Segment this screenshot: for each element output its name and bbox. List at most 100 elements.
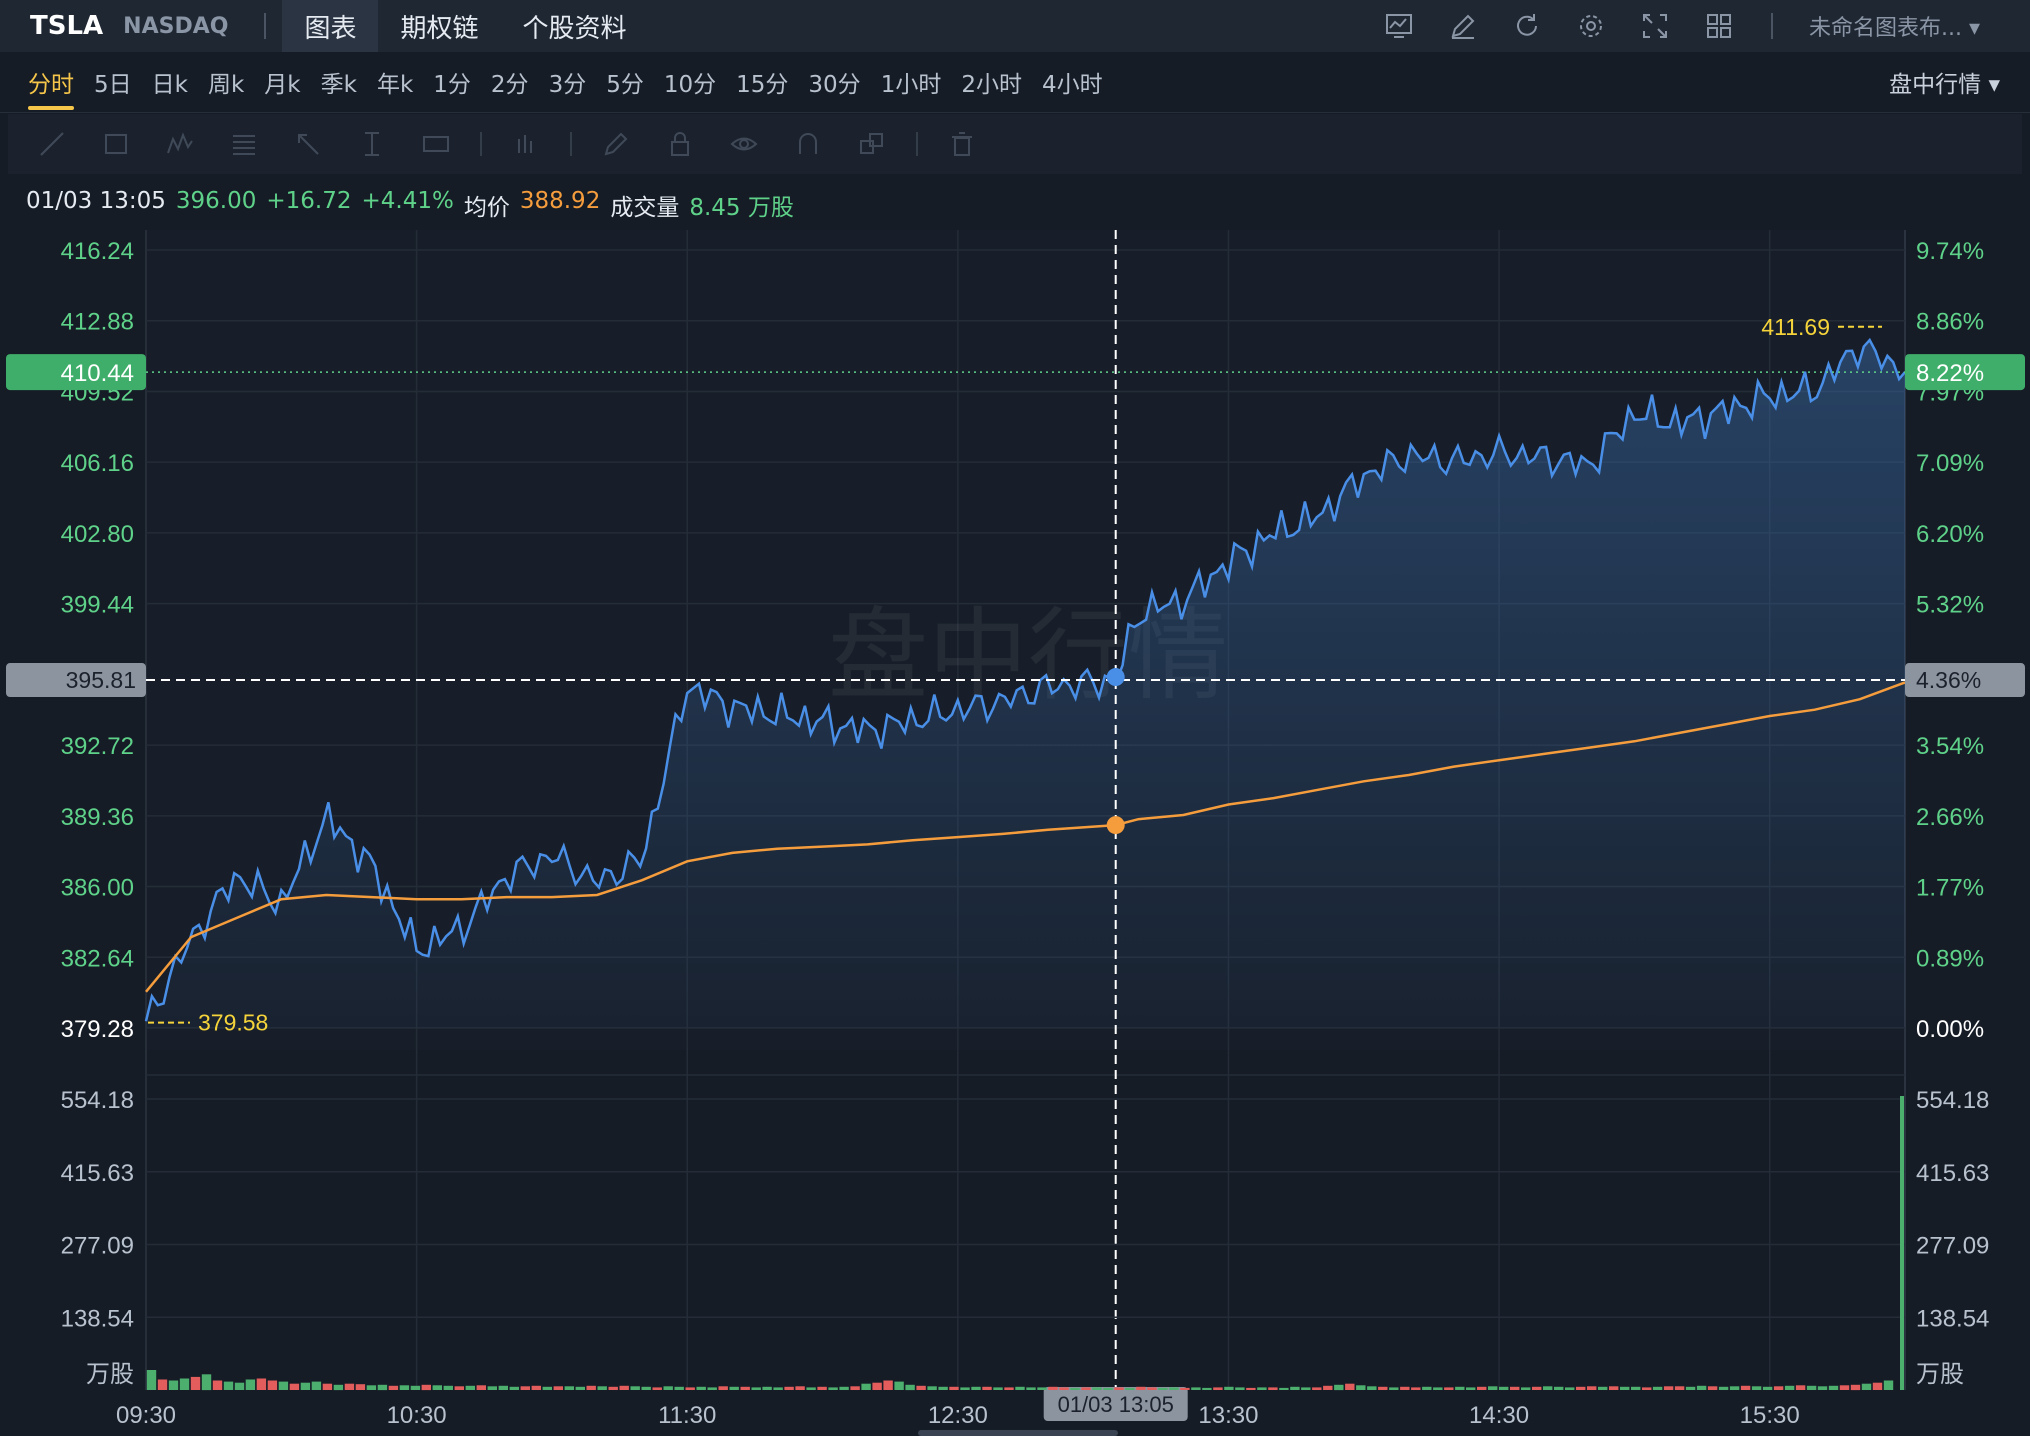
volume-bar [498,1385,508,1390]
settings-icon[interactable] [1569,4,1613,48]
volume-bar [696,1386,706,1390]
volume-bar [1015,1386,1025,1390]
pct-tick-label: 0.89% [1916,945,1984,972]
refresh-icon[interactable] [1505,4,1549,48]
volume-bar [1696,1385,1707,1390]
price-tick-label: 416.24 [61,238,134,265]
interval-5m[interactable]: 5分 [606,72,644,98]
wave-tool-icon[interactable] [160,124,200,164]
price-line [144,337,1906,1022]
interval-year[interactable]: 年k [376,72,414,98]
interval-15m[interactable]: 15分 [736,72,789,98]
volume-bar [1576,1386,1586,1390]
interval-week[interactable]: 周k [207,72,245,98]
tab-stock-profile[interactable]: 个股资料 [522,13,627,44]
volume-bar [157,1379,168,1390]
indicator-icon[interactable] [1377,4,1421,48]
divider [570,132,572,156]
divider [1770,13,1773,39]
layout-icon[interactable] [1697,4,1741,48]
tab-chart[interactable]: 图表 [282,0,379,52]
volume-bar [1663,1386,1674,1390]
volume-bar [1070,1387,1080,1390]
volume-bar [1367,1386,1377,1390]
interval-intraday[interactable]: 分时 [28,52,74,112]
interval-2h[interactable]: 2小时 [961,72,1022,98]
volume-bar [1147,1387,1157,1390]
eye-tool-icon[interactable] [724,124,764,164]
ticker-symbol[interactable]: TSLA [30,11,104,41]
interval-2m[interactable]: 2分 [490,72,529,98]
divider [916,132,918,156]
volume-bar [905,1384,915,1391]
horizontal-scrollbar [918,1430,1118,1436]
volume-tick-label: 138.54 [1916,1305,1989,1332]
volume-bar [608,1386,618,1390]
magnet-tool-icon[interactable] [788,124,828,164]
trash-tool-icon[interactable] [942,124,982,164]
volume-bar [1642,1387,1652,1390]
bar-tool-icon[interactable] [506,124,546,164]
volume-bar [982,1386,992,1390]
tab-options-chain[interactable]: 期权链 [400,13,479,44]
volume-bar [410,1385,421,1390]
volume-bar [476,1385,486,1390]
volume-bar [1136,1386,1146,1390]
interval-month[interactable]: 月k [264,72,301,98]
volume-bar [223,1381,234,1390]
crosshair-price-dot [1106,668,1125,687]
volume-bar [366,1385,377,1390]
volume-bar [1169,1387,1179,1390]
fullscreen-icon[interactable] [1633,4,1677,48]
session-mode-select[interactable]: 盘中行情 ▾ [1889,72,2000,98]
interval-1m[interactable]: 1分 [433,72,471,98]
volume-bar [630,1386,640,1390]
volume-bar [454,1386,464,1390]
volume-bar [762,1386,772,1390]
volume-bar [1268,1387,1278,1390]
volume-bar [1510,1386,1520,1390]
line-tool-icon[interactable] [32,124,72,164]
chart-layout-name[interactable]: 未命名图表布... ▾ [1808,16,1980,41]
volume-bar [553,1386,563,1390]
crosshair-time-tag [1043,1387,1188,1421]
volume-bar [674,1386,684,1390]
rect-tool-icon[interactable] [96,124,136,164]
divider [264,13,267,39]
volume-bar [1290,1386,1300,1390]
measure-tool-icon[interactable] [352,124,392,164]
volume-bar [1817,1386,1828,1390]
volume-bar [1784,1385,1795,1390]
volume-bar [1323,1385,1333,1390]
volume-bar [1059,1387,1069,1390]
pencil-tool-icon[interactable] [596,124,636,164]
fib-tool-icon[interactable] [224,124,264,164]
interval-10m[interactable]: 10分 [663,72,717,98]
volume-bar [1751,1386,1762,1390]
interval-day[interactable]: 日k [151,72,188,98]
volume-bar [1488,1386,1498,1390]
time-tick-label: 12:30 [928,1402,988,1429]
volume-bar [256,1378,267,1390]
interval-30m[interactable]: 30分 [808,72,861,98]
interval-quarter[interactable]: 季k [320,72,357,98]
volume-value: 8.45 万股 [689,195,794,221]
quote-change-pct: +4.41% [361,188,454,214]
lock-tool-icon[interactable] [660,124,700,164]
time-tick-label: 14:30 [1469,1402,1529,1429]
label-tool-icon[interactable] [416,124,456,164]
interval-3m[interactable]: 3分 [548,72,587,98]
volume-bar [1444,1387,1454,1390]
clone-tool-icon[interactable] [852,124,892,164]
arrow-tool-icon[interactable] [288,124,328,164]
price-tick-label: 402.80 [61,521,134,548]
interval-1h[interactable]: 1小时 [880,72,942,98]
interval-5d[interactable]: 5日 [94,72,132,98]
volume-bar [685,1387,695,1390]
interval-4h[interactable]: 4小时 [1041,72,1103,98]
volume-bar [1872,1382,1883,1390]
draw-icon[interactable] [1441,4,1485,48]
volume-bar [1620,1386,1630,1390]
volume-bar [1652,1386,1663,1390]
